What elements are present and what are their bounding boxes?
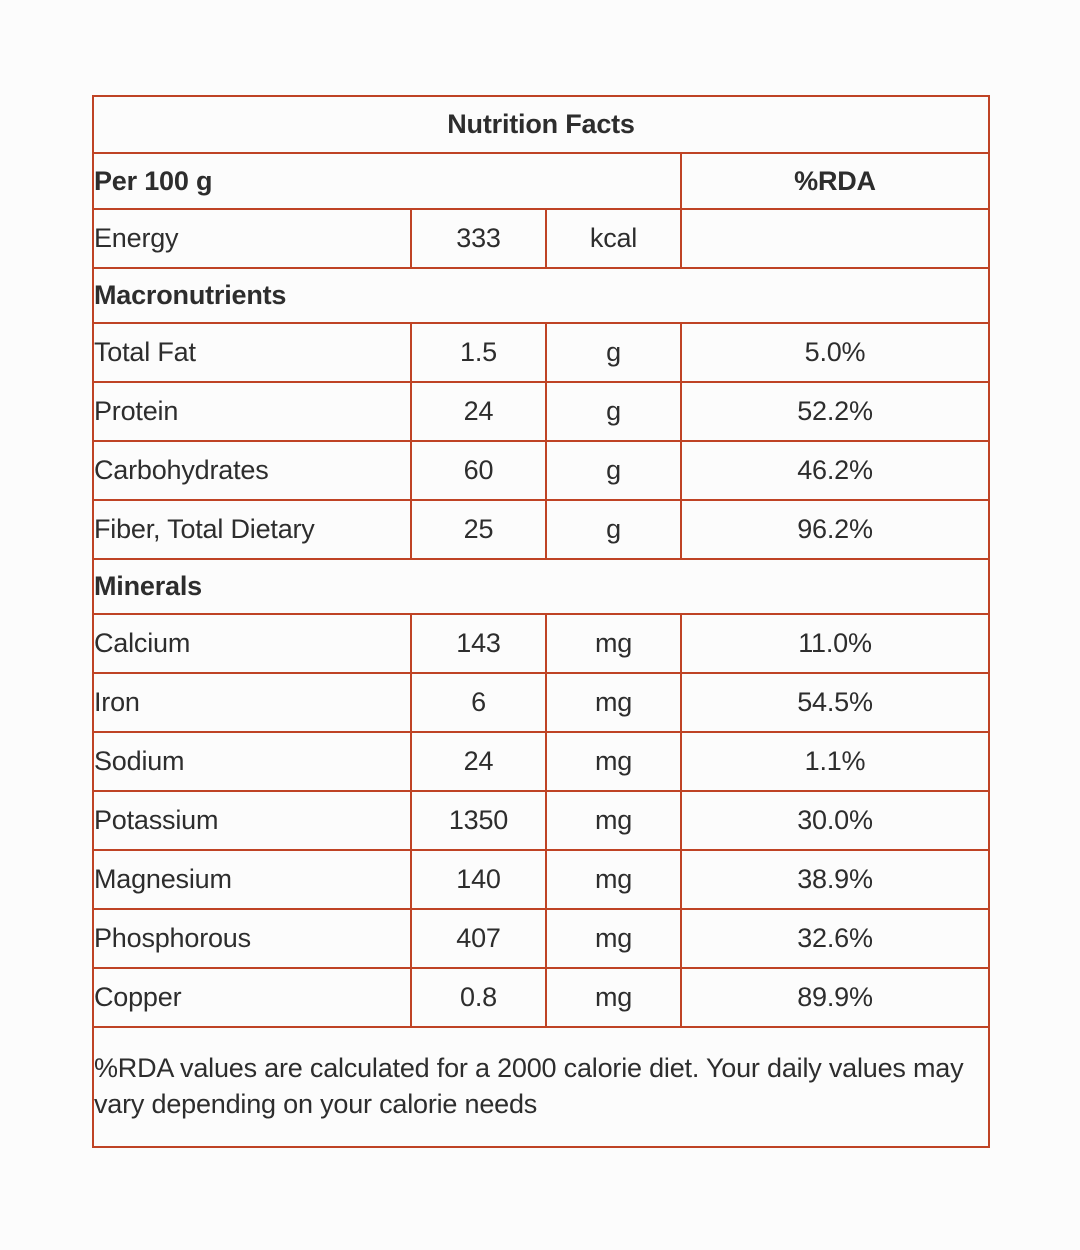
- table-row: Total Fat 1.5 g 5.0%: [92, 322, 991, 383]
- row-value: 140: [410, 849, 547, 910]
- table-row: Phosphorous 407 mg 32.6%: [92, 908, 991, 969]
- table-row: Iron 6 mg 54.5%: [92, 672, 991, 733]
- row-unit: mg: [545, 790, 682, 851]
- row-unit: mg: [545, 849, 682, 910]
- row-unit: g: [545, 499, 682, 560]
- table-row: Calcium 143 mg 11.0%: [92, 613, 991, 674]
- serving-size-header: Per 100 g: [92, 152, 682, 210]
- nutrition-table: Nutrition Facts Per 100 g %RDA Energy 33…: [91, 95, 991, 1148]
- table-row: Carbohydrates 60 g 46.2%: [92, 440, 991, 501]
- section-heading-macronutrients: Macronutrients: [91, 267, 991, 324]
- table-row: Macronutrients: [91, 267, 991, 324]
- row-label: Copper: [92, 967, 412, 1028]
- row-value: 6: [410, 672, 547, 733]
- row-rda: 32.6%: [679, 908, 991, 969]
- row-value: 24: [410, 381, 547, 442]
- row-rda: 46.2%: [679, 440, 991, 501]
- row-rda: 96.2%: [679, 499, 991, 560]
- table-row: Per 100 g %RDA: [92, 152, 991, 210]
- row-value: 143: [410, 613, 547, 674]
- row-label: Magnesium: [92, 849, 412, 910]
- row-unit: kcal: [545, 208, 682, 269]
- row-unit: mg: [545, 613, 682, 674]
- row-label: Calcium: [92, 613, 412, 674]
- table-row: Potassium 1350 mg 30.0%: [92, 790, 991, 851]
- row-value: 25: [410, 499, 547, 560]
- table-row: Copper 0.8 mg 89.9%: [92, 967, 991, 1028]
- row-label: Potassium: [92, 790, 412, 851]
- row-value: 1350: [410, 790, 547, 851]
- row-label: Iron: [92, 672, 412, 733]
- section-heading-minerals: Minerals: [91, 558, 991, 615]
- row-value: 333: [410, 208, 547, 269]
- row-label: Carbohydrates: [92, 440, 412, 501]
- table-row: Sodium 24 mg 1.1%: [92, 731, 991, 792]
- row-unit: g: [545, 322, 682, 383]
- row-value: 60: [410, 440, 547, 501]
- table-row: Nutrition Facts: [91, 95, 991, 154]
- row-rda: 30.0%: [679, 790, 991, 851]
- row-rda: 52.2%: [679, 381, 991, 442]
- row-value: 1.5: [410, 322, 547, 383]
- row-rda: 1.1%: [679, 731, 991, 792]
- row-value: 0.8: [410, 967, 547, 1028]
- row-label: Total Fat: [92, 322, 412, 383]
- table-row: Magnesium 140 mg 38.9%: [92, 849, 991, 910]
- row-unit: mg: [545, 967, 682, 1028]
- row-rda: [679, 208, 991, 269]
- row-label: Fiber, Total Dietary: [92, 499, 412, 560]
- table-row: Protein 24 g 52.2%: [92, 381, 991, 442]
- rda-column-header: %RDA: [679, 152, 991, 210]
- row-label: Phosphorous: [92, 908, 412, 969]
- row-unit: g: [545, 381, 682, 442]
- row-label: Protein: [92, 381, 412, 442]
- table-row: %RDA values are calculated for a 2000 ca…: [91, 1026, 991, 1148]
- row-unit: mg: [545, 672, 682, 733]
- table-row: Fiber, Total Dietary 25 g 96.2%: [92, 499, 991, 560]
- row-value: 24: [410, 731, 547, 792]
- nutrition-facts-label: Nutrition Facts Per 100 g %RDA Energy 33…: [91, 95, 991, 1148]
- row-label: Sodium: [92, 731, 412, 792]
- row-value: 407: [410, 908, 547, 969]
- row-rda: 38.9%: [679, 849, 991, 910]
- table-row: Minerals: [91, 558, 991, 615]
- rda-footnote: %RDA values are calculated for a 2000 ca…: [91, 1026, 991, 1148]
- row-rda: 5.0%: [679, 322, 991, 383]
- table-row: Energy 333 kcal: [92, 208, 991, 269]
- row-unit: mg: [545, 908, 682, 969]
- label-title: Nutrition Facts: [91, 95, 991, 154]
- row-rda: 11.0%: [679, 613, 991, 674]
- row-unit: mg: [545, 731, 682, 792]
- row-rda: 89.9%: [679, 967, 991, 1028]
- row-unit: g: [545, 440, 682, 501]
- row-label: Energy: [92, 208, 412, 269]
- row-rda: 54.5%: [679, 672, 991, 733]
